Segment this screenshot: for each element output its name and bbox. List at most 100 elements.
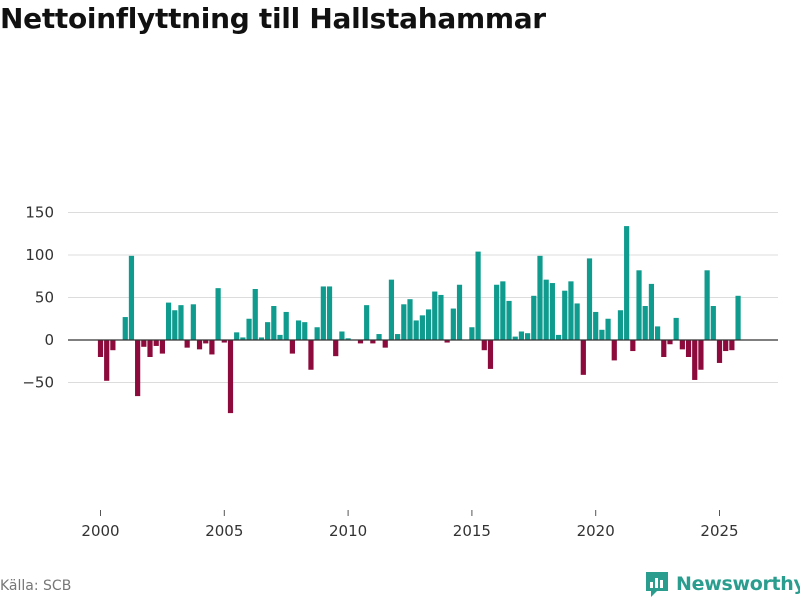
bar[interactable] xyxy=(593,311,599,340)
bar[interactable] xyxy=(500,281,506,340)
bar[interactable] xyxy=(376,334,382,340)
bar[interactable] xyxy=(648,283,655,340)
bar[interactable] xyxy=(395,334,401,340)
bar[interactable] xyxy=(518,331,525,341)
bar[interactable] xyxy=(184,340,190,348)
bar[interactable] xyxy=(469,327,475,340)
bar[interactable] xyxy=(481,340,487,351)
bar[interactable] xyxy=(438,294,444,340)
bar[interactable] xyxy=(203,340,209,344)
bar[interactable] xyxy=(562,290,568,340)
bar[interactable] xyxy=(574,303,580,340)
bar[interactable] xyxy=(246,318,252,340)
bar[interactable] xyxy=(617,310,624,340)
bar[interactable] xyxy=(679,340,685,350)
bar[interactable] xyxy=(735,295,741,340)
bar[interactable] xyxy=(221,340,227,343)
bar[interactable] xyxy=(97,340,104,357)
bar[interactable] xyxy=(333,340,339,357)
bar[interactable] xyxy=(382,340,388,348)
bar[interactable] xyxy=(543,279,549,340)
bar[interactable] xyxy=(172,310,178,340)
bar[interactable] xyxy=(611,340,617,361)
bar[interactable] xyxy=(407,299,413,340)
bar[interactable] xyxy=(692,340,698,380)
bar[interactable] xyxy=(283,311,289,340)
bar[interactable] xyxy=(704,270,710,340)
bar[interactable] xyxy=(258,337,265,340)
bar[interactable] xyxy=(673,317,679,340)
bar[interactable] xyxy=(729,340,735,351)
bar[interactable] xyxy=(326,286,333,340)
bar[interactable] xyxy=(209,340,215,355)
bar[interactable] xyxy=(153,340,159,346)
bar[interactable] xyxy=(555,334,562,340)
bar[interactable] xyxy=(450,308,456,340)
bar[interactable] xyxy=(475,251,481,340)
bar[interactable] xyxy=(698,340,704,370)
bar[interactable] xyxy=(599,329,605,340)
bar[interactable] xyxy=(159,340,165,354)
bar[interactable] xyxy=(432,291,438,340)
bar[interactable] xyxy=(277,334,283,340)
bar[interactable] xyxy=(531,295,537,340)
bar[interactable] xyxy=(685,340,692,357)
bar[interactable] xyxy=(110,340,116,351)
bar[interactable] xyxy=(339,331,345,341)
bar[interactable] xyxy=(128,255,135,340)
bar[interactable] xyxy=(190,304,196,340)
bar[interactable] xyxy=(104,340,110,381)
bar[interactable] xyxy=(425,309,432,340)
bar[interactable] xyxy=(586,258,593,340)
bar[interactable] xyxy=(240,337,246,340)
bar[interactable] xyxy=(605,318,611,340)
bar[interactable] xyxy=(265,322,271,340)
bar[interactable] xyxy=(388,279,395,340)
bar[interactable] xyxy=(512,336,518,340)
bar[interactable] xyxy=(413,320,419,340)
bar[interactable] xyxy=(314,327,320,340)
bar[interactable] xyxy=(215,288,221,340)
bar[interactable] xyxy=(506,300,512,340)
bar[interactable] xyxy=(141,340,147,347)
bar[interactable] xyxy=(302,322,308,340)
bar[interactable] xyxy=(494,284,500,340)
bar[interactable] xyxy=(710,306,716,340)
bar[interactable] xyxy=(525,333,531,340)
bar[interactable] xyxy=(147,340,153,357)
bar[interactable] xyxy=(667,340,673,345)
bar[interactable] xyxy=(661,340,667,357)
bar[interactable] xyxy=(723,340,729,352)
bar[interactable] xyxy=(135,340,141,397)
bar[interactable] xyxy=(178,305,184,340)
bar[interactable] xyxy=(401,304,407,340)
bar[interactable] xyxy=(345,338,351,340)
bar[interactable] xyxy=(289,340,295,354)
bar[interactable] xyxy=(364,305,370,340)
bar[interactable] xyxy=(308,340,314,370)
bar[interactable] xyxy=(568,281,574,340)
bar[interactable] xyxy=(624,226,630,340)
bar[interactable] xyxy=(271,306,277,340)
bar[interactable] xyxy=(252,289,258,340)
bar[interactable] xyxy=(419,315,425,340)
bar[interactable] xyxy=(196,340,203,350)
bar[interactable] xyxy=(655,326,661,340)
bar[interactable] xyxy=(630,340,636,352)
bar[interactable] xyxy=(716,340,723,363)
bar[interactable] xyxy=(487,340,494,369)
bar[interactable] xyxy=(234,332,240,340)
bar[interactable] xyxy=(295,320,302,340)
bar[interactable] xyxy=(122,317,128,340)
bar[interactable] xyxy=(320,286,326,340)
bar[interactable] xyxy=(537,255,543,340)
bar[interactable] xyxy=(444,340,450,343)
bar[interactable] xyxy=(456,284,463,340)
bar[interactable] xyxy=(549,283,555,340)
bar[interactable] xyxy=(165,302,172,340)
bar[interactable] xyxy=(227,340,234,414)
brand-logo[interactable]: Newsworthy xyxy=(644,568,800,600)
bar[interactable] xyxy=(580,340,586,375)
bar[interactable] xyxy=(636,270,642,340)
bar[interactable] xyxy=(370,340,376,344)
